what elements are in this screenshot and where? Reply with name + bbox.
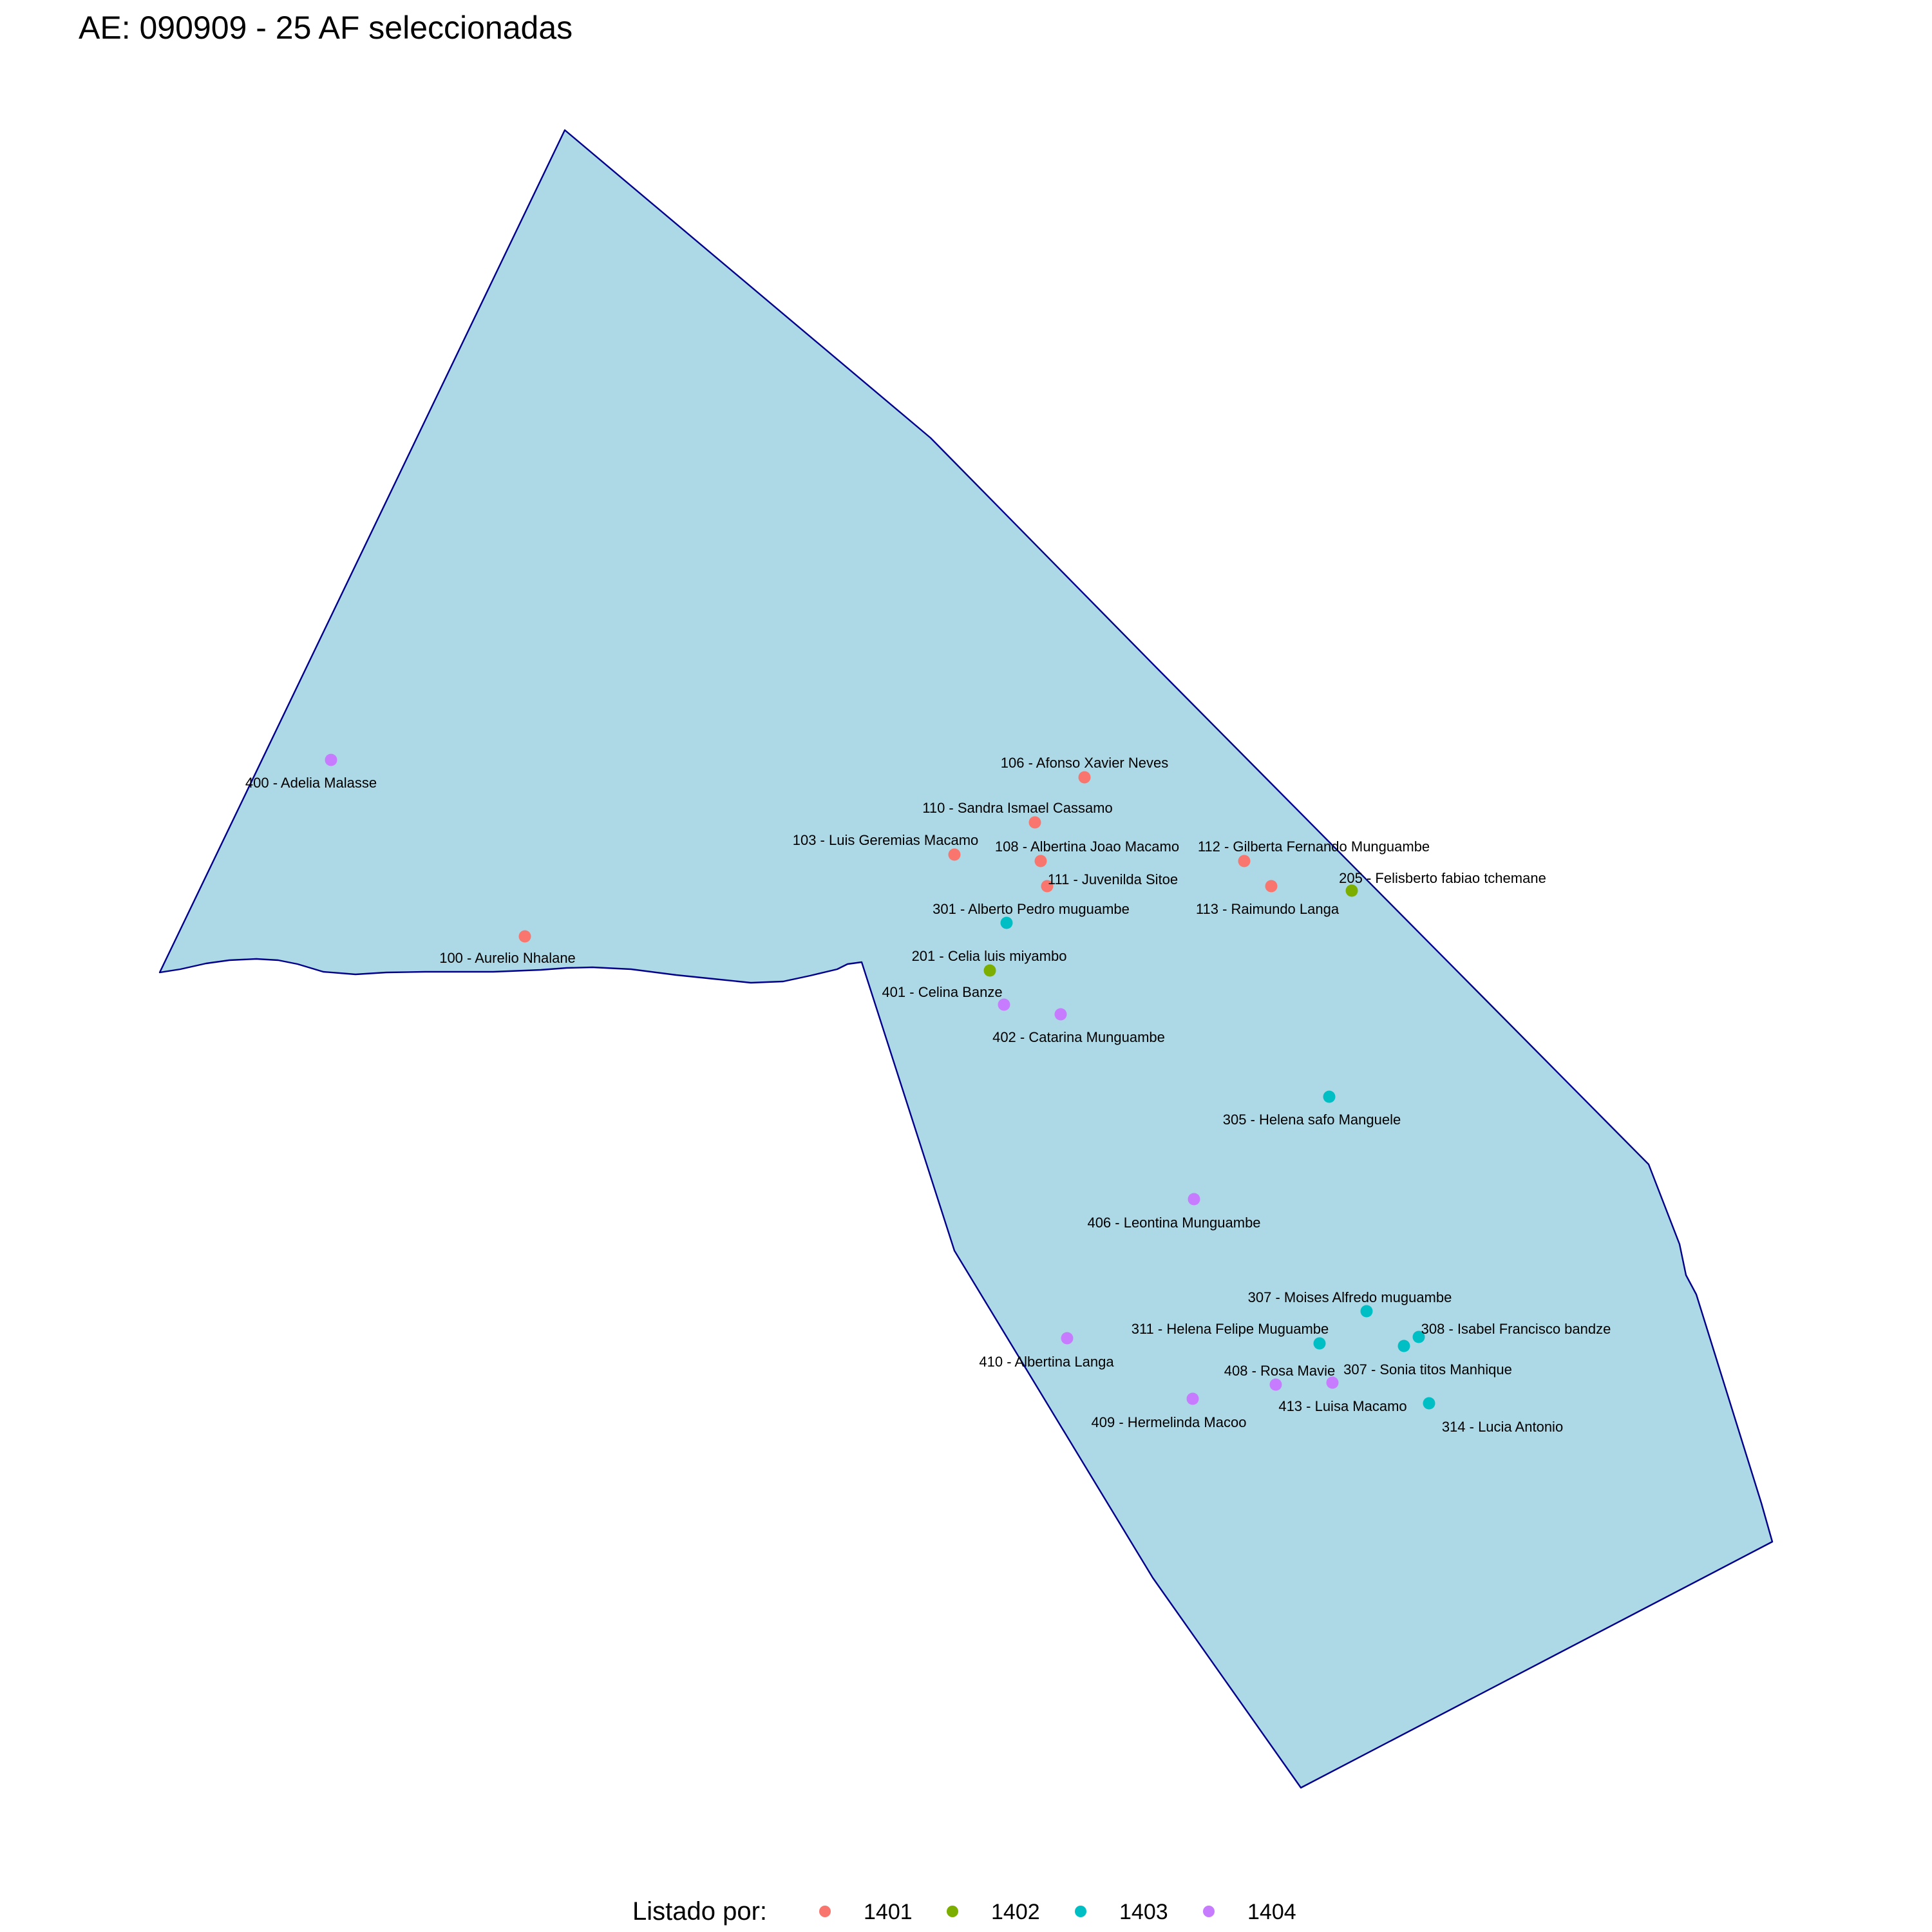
household-point: [1323, 1090, 1336, 1103]
legend-item-1401: 1401: [819, 1900, 913, 1924]
enumeration-area-polygon: [158, 129, 1774, 1789]
household-label: 413 - Luisa Macamo: [1278, 1398, 1406, 1414]
household-point: [983, 964, 996, 977]
household-point: [1054, 1008, 1067, 1021]
legend-item-1404: 1404: [1203, 1900, 1296, 1924]
household-label: 408 - Rosa Mavie: [1224, 1363, 1335, 1379]
household-point: [1345, 884, 1358, 897]
household-label: 406 - Leontina Munguambe: [1087, 1215, 1260, 1231]
household-label: 400 - Adelia Malasse: [245, 775, 377, 791]
household-label: 311 - Helena Felipe Muguambe: [1132, 1321, 1329, 1337]
household-label: 301 - Alberto Pedro muguambe: [933, 901, 1130, 917]
legend-title: Listado por:: [632, 1897, 767, 1926]
legend-key-dot: [819, 1906, 831, 1917]
household-point: [1061, 1332, 1074, 1345]
legend-item-1402: 1402: [947, 1900, 1040, 1924]
household-point: [1188, 1193, 1200, 1206]
legend-item-label: 1402: [991, 1900, 1040, 1924]
household-label: 113 - Raimundo Langa: [1196, 901, 1340, 917]
household-points: 106 - Afonso Xavier Neves 110 - Sandra Is…: [245, 753, 1611, 1435]
legend-item-label: 1403: [1119, 1900, 1168, 1924]
legend-item-1403: 1403: [1075, 1900, 1168, 1924]
household-label: 201 - Celia luis miyambo: [912, 948, 1067, 964]
household-point: [1041, 880, 1054, 893]
household-point: [1028, 816, 1041, 829]
household-point: [1265, 880, 1278, 893]
household-point: [1269, 1378, 1282, 1391]
legend: Listado por: 1401 1402 1403 1404: [632, 1897, 1296, 1926]
household-point: [1034, 855, 1047, 867]
household-point: [1423, 1397, 1435, 1410]
legend-key-dot: [1075, 1906, 1086, 1917]
household-label: 314 - Lucia Antonio: [1442, 1419, 1563, 1435]
household-label: 305 - Helena safo Manguele: [1223, 1112, 1401, 1128]
legend-item-label: 1401: [864, 1900, 913, 1924]
household-point: [1397, 1340, 1410, 1352]
household-label: 307 - Sonia titos Manhique: [1343, 1361, 1512, 1378]
household-label: 100 - Aurelio Nhalane: [439, 950, 576, 966]
household-label: 401 - Celina Banze: [882, 984, 1002, 1000]
household-point: [518, 930, 531, 943]
household-point: [948, 848, 961, 861]
household-label: 108 - Albertina Joao Macamo: [995, 838, 1179, 855]
household-label: 307 - Moises Alfredo muguambe: [1248, 1289, 1452, 1305]
household-point: [998, 998, 1010, 1011]
household-label: 402 - Catarina Munguambe: [992, 1029, 1165, 1045]
household-point: [1186, 1392, 1199, 1405]
map-title: AE: 090909 - 25 AF seleccionadas: [79, 10, 573, 46]
household-label: 205 - Felisberto fabiao tchemane: [1339, 870, 1546, 886]
household-label: 410 - Albertina Langa: [979, 1354, 1114, 1370]
household-point: [1412, 1331, 1425, 1343]
legend-key-dot: [1203, 1906, 1215, 1917]
household-point: [325, 753, 337, 766]
household-label: 103 - Luis Geremias Macamo: [793, 832, 979, 848]
household-point: [1078, 771, 1091, 784]
household-label: 110 - Sandra Ismael Cassamo: [922, 800, 1113, 816]
household-label: 308 - Isabel Francisco bandze: [1421, 1321, 1611, 1337]
household-label: 111 - Juvenilda Sitoe: [1048, 871, 1178, 887]
household-point: [1000, 916, 1013, 929]
household-label: 112 - Gilberta Fernando Munguambe: [1198, 838, 1430, 855]
legend-key-dot: [947, 1906, 958, 1917]
household-point: [1326, 1376, 1339, 1389]
household-point: [1313, 1337, 1326, 1350]
legend-item-label: 1404: [1247, 1900, 1296, 1924]
household-label: 106 - Afonso Xavier Neves: [1001, 755, 1168, 771]
household-label: 409 - Hermelinda Macoo: [1092, 1414, 1247, 1430]
household-point: [1360, 1305, 1373, 1318]
household-point: [1238, 855, 1251, 867]
